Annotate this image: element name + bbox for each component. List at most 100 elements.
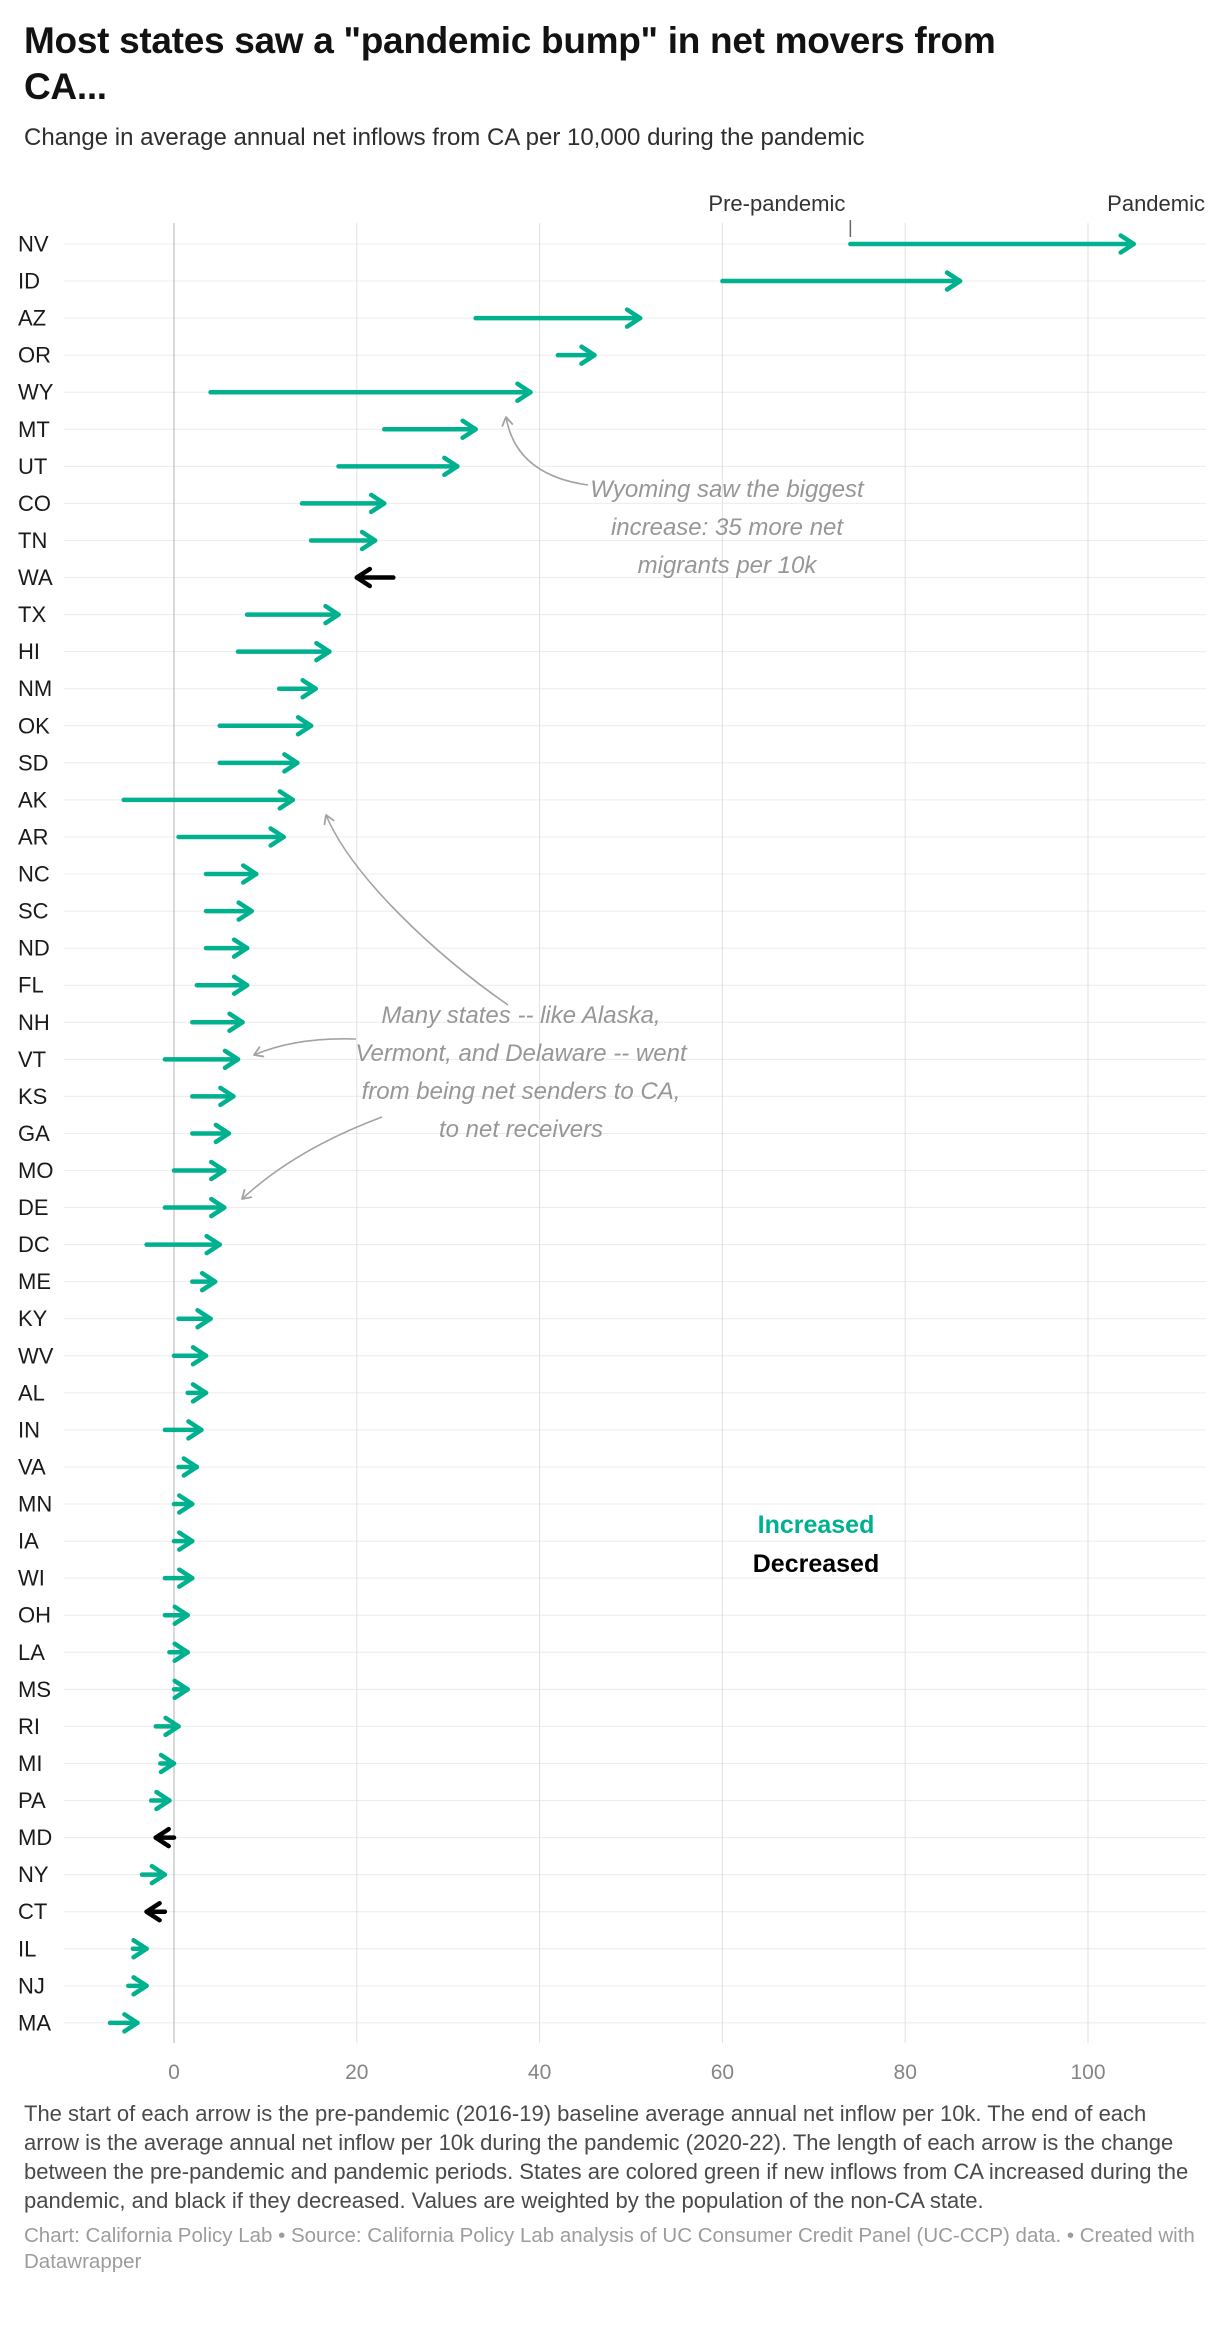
chart-page: Most states saw a "pandemic bump" in net… <box>0 18 1220 2276</box>
arrow-MN <box>171 1492 195 1515</box>
arrow-UT <box>336 455 460 477</box>
row-label-UT: UT <box>18 453 47 478</box>
chart-footnote: The start of each arrow is the pre-pande… <box>24 2100 1189 2213</box>
arrow-head <box>231 936 250 959</box>
legend-increased: Increased <box>758 1511 875 1539</box>
annotation-arrow <box>501 415 589 486</box>
row-label-CO: CO <box>18 490 51 515</box>
arrow-GA <box>190 1122 232 1144</box>
arrow-DC <box>144 1233 222 1255</box>
arrow-head <box>354 566 373 588</box>
arrow-head <box>218 1085 236 1107</box>
arrow-NY <box>139 1863 168 1885</box>
arrow-head <box>241 862 259 885</box>
row-label-MA: MA <box>18 2010 51 2035</box>
arrow-RI <box>153 1715 181 1737</box>
annotation-net-senders: Many states -- like Alaska, Vermont, and … <box>355 1002 688 1143</box>
column-label-pre-pandemic: Pre-pandemic <box>708 191 845 216</box>
arrow-WI <box>162 1566 195 1589</box>
row-label-VA: VA <box>18 1454 46 1479</box>
arrow-head <box>359 529 378 551</box>
arrow-head <box>122 2011 140 2034</box>
arrow-head <box>213 1122 232 1144</box>
x-tick-label: 20 <box>345 2061 368 2084</box>
arrow-OH <box>162 1604 190 1626</box>
arrow-AK <box>121 788 296 811</box>
arrow-head <box>172 1604 190 1626</box>
row-label-MS: MS <box>18 1676 51 1701</box>
row-label-PA: PA <box>18 1788 46 1813</box>
row-label-GA: GA <box>18 1120 50 1145</box>
row-label-SD: SD <box>18 750 49 775</box>
row-label-AL: AL <box>18 1380 45 1405</box>
arrow-HI <box>235 640 332 662</box>
arrow-WA <box>354 566 396 588</box>
arrow-VA <box>176 1455 200 1478</box>
row-label-KS: KS <box>18 1083 47 1108</box>
arrow-head <box>209 1159 227 1181</box>
row-label-MT: MT <box>18 416 50 441</box>
row-label-OR: OR <box>18 342 51 367</box>
arrow-head <box>172 1678 190 1700</box>
arrow-TN <box>308 529 378 551</box>
annotation-arrow <box>253 1037 357 1057</box>
arrow-head <box>131 1937 149 1960</box>
row-label-ND: ND <box>18 935 50 960</box>
annotation-arrow <box>241 1115 383 1200</box>
arrow-KS <box>190 1085 236 1107</box>
arrow-NV <box>848 232 1136 255</box>
arrow-IN <box>162 1418 204 1441</box>
row-label-MI: MI <box>18 1751 42 1776</box>
arrow-head <box>295 714 314 737</box>
arrow-head <box>190 1344 209 1367</box>
arrow-head <box>300 677 318 700</box>
arrow-MA <box>107 2011 140 2034</box>
arrow-chart: Pre-pandemic Pandemic NV ID AZ OR WY MT UT CO TN WA… <box>0 187 1220 2087</box>
arrow-TX <box>244 603 341 625</box>
arrow-AR <box>176 825 286 848</box>
page-title: Most states saw a "pandemic bump" in net… <box>24 20 996 107</box>
arrow-head <box>368 492 387 514</box>
arrow-head <box>177 1566 195 1589</box>
arrow-head <box>186 1418 204 1441</box>
arrow-MO <box>171 1159 227 1181</box>
row-label-ME: ME <box>18 1269 51 1294</box>
arrow-head <box>190 1381 209 1404</box>
arrow-head <box>231 973 250 996</box>
row-label-HI: HI <box>18 639 40 664</box>
arrow-head <box>149 1863 168 1885</box>
arrow-head <box>944 269 963 292</box>
arrow-WY <box>208 381 533 403</box>
arrow-head <box>144 1900 162 1922</box>
arrow-head <box>460 418 478 440</box>
row-label-WY: WY <box>18 379 54 404</box>
row-label-OK: OK <box>18 713 50 738</box>
row-label-IN: IN <box>18 1417 40 1442</box>
row-label-WI: WI <box>18 1565 45 1590</box>
arrow-MS <box>171 1678 190 1700</box>
chart-credit: Chart: California Policy Lab • Source: C… <box>24 2223 1195 2274</box>
row-label-AK: AK <box>18 787 48 812</box>
row-label-TX: TX <box>18 602 46 627</box>
arrow-head <box>227 1011 245 1033</box>
arrow-head <box>163 1715 181 1737</box>
row-label-LA: LA <box>18 1639 45 1664</box>
arrow-DE <box>162 1196 227 1218</box>
arrow-head <box>268 825 286 848</box>
row-label-NH: NH <box>18 1009 50 1034</box>
x-tick-label: 100 <box>1070 2061 1105 2084</box>
row-label-AR: AR <box>18 824 49 849</box>
row-label-ID: ID <box>18 268 40 293</box>
row-label-MO: MO <box>18 1158 53 1183</box>
chart-subtitle: Change in average annual net inflows fro… <box>24 123 865 151</box>
arrow-FL <box>194 973 250 996</box>
arrow-CT <box>144 1900 168 1922</box>
row-label-VT: VT <box>18 1046 46 1071</box>
row-label-WA: WA <box>18 565 53 590</box>
arrow-head <box>158 1752 177 1774</box>
row-label-WV: WV <box>18 1343 54 1368</box>
arrow-head <box>204 1233 222 1255</box>
arrow-MT <box>381 418 478 440</box>
arrow-WV <box>171 1344 209 1367</box>
arrow-head <box>209 1196 227 1218</box>
